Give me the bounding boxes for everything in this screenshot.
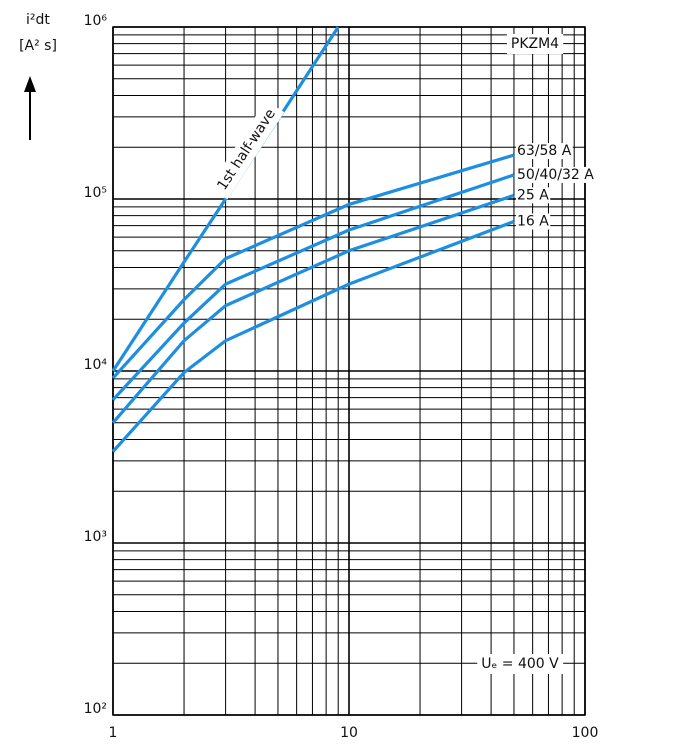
annotation: Uₑ = 400 V: [481, 656, 559, 672]
series-line: [111, 153, 515, 380]
y-tick-label: 10⁵: [84, 185, 107, 201]
label-background: [515, 166, 596, 183]
y-tick-label: 10⁶: [84, 13, 108, 29]
y-tick-label: 10²: [84, 701, 107, 717]
axis-arrow-head: [24, 76, 36, 92]
annotation-background: [506, 34, 564, 54]
y-axis-label: [A² s]: [19, 38, 57, 54]
x-tick-label: 10: [340, 725, 358, 741]
series-label: 16 A: [517, 213, 549, 229]
annotation: PKZM4: [511, 36, 559, 52]
label-background: [515, 213, 551, 230]
x-tick-label: 100: [572, 725, 599, 741]
y-axis-label: i²dt: [26, 12, 50, 28]
series-label: 63/58 A: [517, 143, 572, 159]
y-tick-label: 10⁴: [84, 357, 108, 373]
series-line: [111, 193, 515, 424]
label-background: [515, 187, 551, 204]
series-label: 50/40/32 A: [517, 167, 594, 183]
annotation-background: [477, 654, 564, 674]
series-line: [111, 173, 515, 401]
x-tick-label: 1: [109, 725, 118, 741]
y-tick-label: 10³: [84, 529, 107, 545]
series-label: 25 A: [517, 187, 549, 203]
label-background: [208, 100, 285, 200]
label-background: [515, 143, 573, 160]
series-line: [111, 219, 515, 453]
